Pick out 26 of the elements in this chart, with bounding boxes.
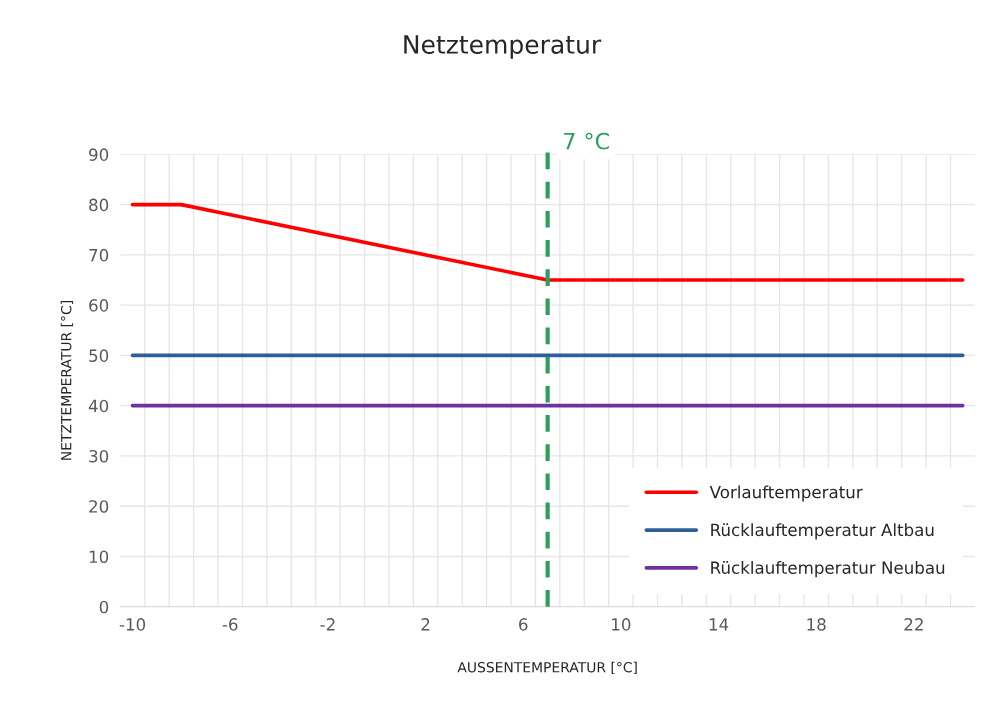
y-tick-label: 10	[89, 550, 109, 564]
y-tick-label: 0	[99, 600, 109, 614]
x-tick-label: 14	[709, 618, 729, 631]
x-tick-label: 10	[612, 618, 631, 631]
x-tick-label: 22	[904, 618, 923, 631]
x-tick-label: -2	[320, 618, 335, 631]
y-tick-label: 70	[89, 248, 109, 262]
y-tick-label: 50	[89, 349, 109, 362]
y-tick-label: 40	[88, 399, 109, 413]
y-tick-label: 60	[89, 299, 109, 312]
y-tick-label: 80	[89, 198, 109, 212]
x-tick-label: 2	[421, 618, 430, 631]
x-tick-label: 18	[807, 618, 826, 631]
chart-title: Netztemperatur	[404, 35, 602, 59]
x-tick-label: -6	[222, 618, 238, 631]
legend-label: Rücklauftemperatur Altbau	[711, 523, 934, 540]
y-tick-label: 30	[89, 449, 109, 463]
ref-line-label: 7 °C	[564, 132, 609, 150]
x-axis-title: AUSSENTEMPERATUR [°C]	[457, 661, 637, 675]
x-tick-label: 6	[519, 618, 528, 631]
legend-label: Rücklauftemperatur Neubau	[711, 561, 945, 578]
y-tick-label: 90	[89, 148, 109, 161]
legend-label: Vorlauftemperatur	[709, 485, 863, 502]
y-tick-label: 20	[89, 500, 109, 513]
y-axis-title: NETZTEMPERATUR [°C]	[60, 301, 74, 460]
x-tick-label: -10	[119, 618, 146, 631]
